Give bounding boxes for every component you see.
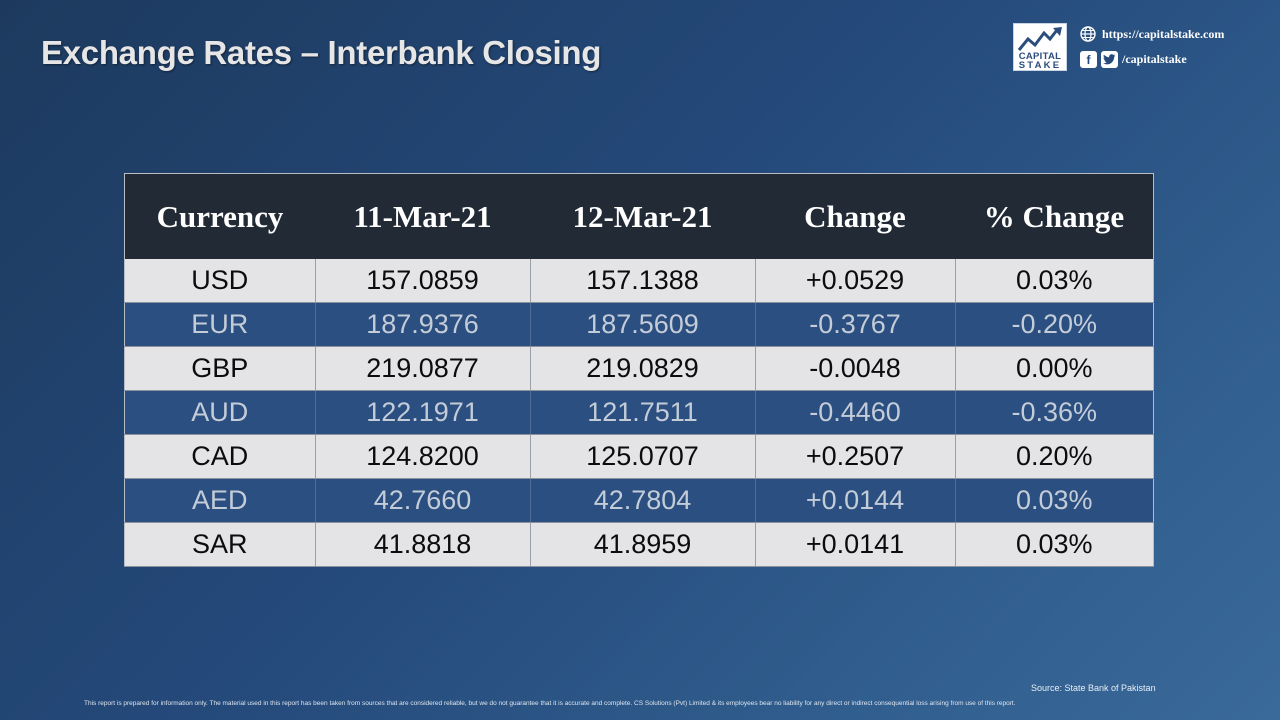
table-row: SAR 41.8818 41.8959 +0.0141 0.03% — [124, 522, 1154, 567]
cell-rate-1: 219.0877 — [315, 346, 531, 391]
chart-arrow-icon — [1017, 27, 1062, 51]
social-row: f /capitalstake — [1080, 51, 1187, 68]
cell-currency: SAR — [124, 522, 316, 567]
cell-rate-1: 42.7660 — [315, 478, 531, 523]
cell-rate-1: 124.8200 — [315, 434, 531, 479]
cell-rate-1: 41.8818 — [315, 522, 531, 567]
cell-rate-1: 157.0859 — [315, 259, 531, 303]
cell-rate-2: 41.8959 — [530, 522, 756, 567]
table-row: EUR 187.9376 187.5609 -0.3767 -0.20% — [124, 302, 1154, 347]
cell-currency: AED — [124, 478, 316, 523]
cell-pct-change: -0.20% — [955, 302, 1154, 347]
website-row: https://capitalstake.com — [1080, 26, 1224, 42]
cell-rate-2: 187.5609 — [530, 302, 756, 347]
table-row: USD 157.0859 157.1388 +0.0529 0.03% — [124, 259, 1154, 303]
source-note: Source: State Bank of Pakistan — [1031, 683, 1156, 693]
header-date-1: 11-Mar-21 — [315, 173, 530, 259]
globe-icon — [1080, 26, 1096, 42]
cell-currency: CAD — [124, 434, 316, 479]
logo-text-capital: CAPITAL — [1018, 51, 1062, 62]
cell-change: +0.0141 — [755, 522, 956, 567]
table-row: GBP 219.0877 219.0829 -0.0048 0.00% — [124, 346, 1154, 391]
social-handle[interactable]: /capitalstake — [1122, 52, 1187, 66]
table-row: AUD 122.1971 121.7511 -0.4460 -0.36% — [124, 390, 1154, 435]
cell-pct-change: 0.20% — [955, 434, 1154, 479]
header-pct-change: % Change — [955, 173, 1154, 259]
disclaimer-text: This report is prepared for information … — [84, 700, 1016, 707]
cell-rate-2: 121.7511 — [530, 390, 756, 435]
capital-stake-logo: CAPITAL STAKE — [1013, 23, 1067, 71]
cell-change: +0.0144 — [755, 478, 956, 523]
table-header-row: Currency 11-Mar-21 12-Mar-21 Change % Ch… — [124, 173, 1154, 259]
cell-rate-2: 125.0707 — [530, 434, 756, 479]
cell-change: +0.0529 — [755, 259, 956, 303]
table-row: CAD 124.8200 125.0707 +0.2507 0.20% — [124, 434, 1154, 479]
cell-change: -0.4460 — [755, 390, 956, 435]
cell-currency: AUD — [124, 390, 316, 435]
cell-rate-1: 122.1971 — [315, 390, 531, 435]
cell-change: -0.3767 — [755, 302, 956, 347]
exchange-rates-table: Currency 11-Mar-21 12-Mar-21 Change % Ch… — [124, 173, 1154, 567]
cell-pct-change: -0.36% — [955, 390, 1154, 435]
cell-rate-2: 157.1388 — [530, 259, 756, 303]
cell-rate-2: 219.0829 — [530, 346, 756, 391]
cell-pct-change: 0.03% — [955, 478, 1154, 523]
cell-currency: GBP — [124, 346, 316, 391]
cell-pct-change: 0.03% — [955, 259, 1154, 303]
facebook-icon[interactable]: f — [1080, 51, 1097, 68]
twitter-icon[interactable] — [1101, 51, 1118, 68]
header-currency: Currency — [124, 173, 315, 259]
cell-change: -0.0048 — [755, 346, 956, 391]
header-date-2: 12-Mar-21 — [530, 173, 755, 259]
cell-pct-change: 0.03% — [955, 522, 1154, 567]
cell-currency: EUR — [124, 302, 316, 347]
cell-currency: USD — [124, 259, 316, 303]
cell-rate-1: 187.9376 — [315, 302, 531, 347]
header-change: Change — [755, 173, 955, 259]
logo-text-stake: STAKE — [1018, 60, 1062, 71]
page-title: Exchange Rates – Interbank Closing — [41, 34, 602, 71]
cell-rate-2: 42.7804 — [530, 478, 756, 523]
website-link[interactable]: https://capitalstake.com — [1102, 26, 1225, 41]
cell-change: +0.2507 — [755, 434, 956, 479]
cell-pct-change: 0.00% — [955, 346, 1154, 391]
table-row: AED 42.7660 42.7804 +0.0144 0.03% — [124, 478, 1154, 523]
